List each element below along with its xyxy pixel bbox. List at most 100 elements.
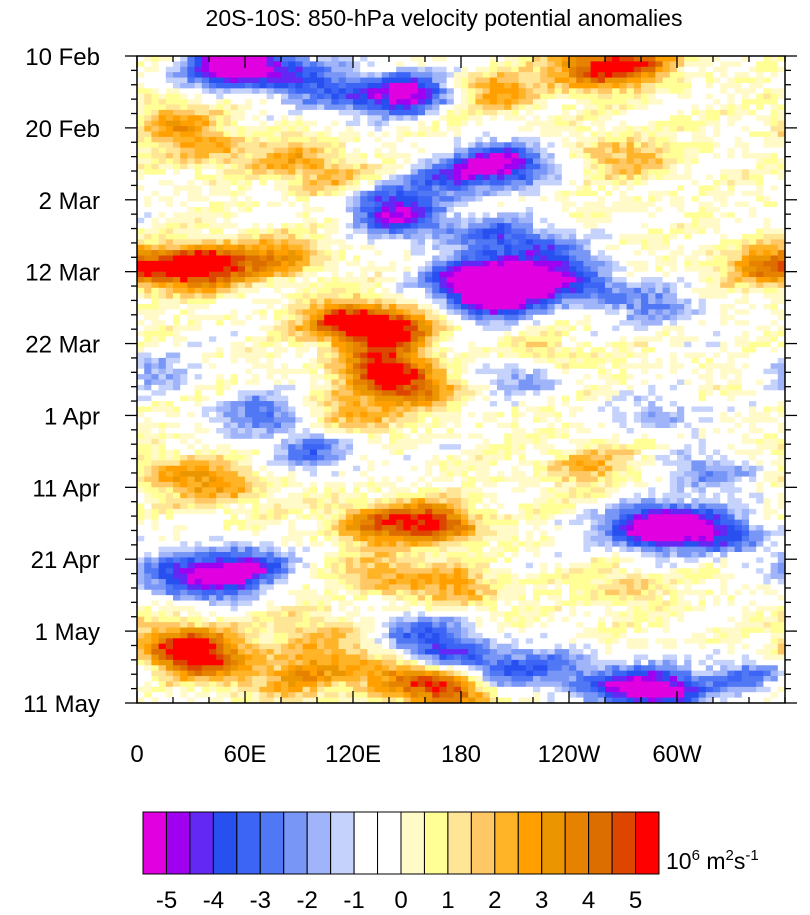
heat-cell xyxy=(576,217,584,224)
heat-cell xyxy=(137,228,145,235)
heat-cell xyxy=(461,304,469,311)
heat-cell xyxy=(252,180,260,186)
heat-cell xyxy=(302,180,311,186)
heat-cell xyxy=(684,201,692,208)
heat-cell xyxy=(331,309,340,316)
heat-cell xyxy=(540,223,548,230)
heat-cell xyxy=(713,185,721,192)
heat-cell xyxy=(504,212,512,219)
heat-cell xyxy=(497,72,505,79)
heat-cell xyxy=(691,93,700,100)
heat-cell xyxy=(446,120,455,127)
heat-cell xyxy=(525,212,534,219)
heat-cell xyxy=(446,347,455,354)
heat-cell xyxy=(489,341,498,348)
heat-cell xyxy=(381,201,390,208)
heat-cell xyxy=(511,287,520,294)
heat-cell xyxy=(144,201,152,208)
heat-cell xyxy=(612,298,620,305)
heat-cell xyxy=(180,131,188,138)
heat-cell xyxy=(677,260,685,267)
heat-cell xyxy=(504,174,512,181)
heat-cell xyxy=(194,158,203,165)
heat-cell xyxy=(597,277,606,284)
heat-cell xyxy=(201,158,210,165)
heat-cell xyxy=(187,287,196,294)
heat-cell xyxy=(446,136,455,143)
heat-cell xyxy=(569,260,577,267)
chart-title: 20S-10S: 850-hPa velocity potential anom… xyxy=(206,5,683,31)
heat-cell xyxy=(389,255,397,262)
heat-cell xyxy=(439,56,448,62)
heat-cell xyxy=(720,136,728,143)
heat-cell xyxy=(713,77,721,84)
heat-cell xyxy=(482,206,491,213)
heat-cell xyxy=(173,88,181,95)
heat-cell xyxy=(180,72,188,79)
heat-cell xyxy=(533,61,541,68)
heat-cell xyxy=(237,298,246,305)
heat-cell xyxy=(511,196,520,203)
heat-cell xyxy=(655,61,664,68)
heat-cell xyxy=(201,287,210,294)
heat-cell xyxy=(158,314,167,321)
heat-cell xyxy=(511,250,520,257)
heat-cell xyxy=(259,309,268,316)
heat-cell xyxy=(763,341,772,348)
heat-cell xyxy=(446,180,455,186)
heat-cell xyxy=(324,287,332,294)
heat-cell xyxy=(317,99,325,106)
heat-cell xyxy=(468,66,476,73)
heat-cell xyxy=(317,320,325,327)
heat-cell xyxy=(605,201,613,208)
heat-cell xyxy=(669,196,678,203)
heat-cell xyxy=(727,120,736,127)
heat-cell xyxy=(137,250,145,257)
heat-cell xyxy=(540,77,548,84)
heat-cell xyxy=(353,336,361,343)
heat-cell xyxy=(324,66,332,73)
heat-cell xyxy=(158,287,167,294)
heat-cell xyxy=(533,244,541,251)
heat-cell xyxy=(425,330,433,337)
heat-cell xyxy=(576,136,584,143)
heat-cell xyxy=(144,304,152,311)
heat-cell xyxy=(137,309,145,316)
heat-cell xyxy=(698,136,707,143)
heat-cell xyxy=(453,304,462,311)
heat-cell xyxy=(389,174,397,181)
heat-cell xyxy=(749,309,757,316)
heat-cell xyxy=(633,163,642,170)
heat-cell xyxy=(165,298,174,305)
heat-cell xyxy=(504,190,512,197)
heat-cell xyxy=(540,174,548,181)
heat-cell xyxy=(641,61,649,68)
heat-cell xyxy=(295,352,304,359)
heat-cell xyxy=(720,244,728,251)
heat-cell xyxy=(194,347,203,354)
heat-cell xyxy=(309,287,318,294)
heat-cell xyxy=(165,190,174,197)
heat-cell xyxy=(403,293,412,300)
heat-cell xyxy=(302,330,311,337)
heat-cell xyxy=(713,255,721,262)
heat-cell xyxy=(417,282,426,289)
heat-cell xyxy=(497,93,505,100)
heat-cell xyxy=(612,180,620,186)
heat-cell xyxy=(432,255,440,262)
heat-cell xyxy=(756,287,764,294)
heat-cell xyxy=(345,109,354,116)
heat-cell xyxy=(273,277,282,284)
heat-cell xyxy=(619,314,628,321)
heat-cell xyxy=(698,304,707,311)
heat-cell xyxy=(569,341,577,348)
heat-cell xyxy=(770,239,779,246)
heat-cell xyxy=(173,147,181,154)
heat-cell xyxy=(641,271,649,278)
heat-cell xyxy=(288,304,296,311)
heat-cell xyxy=(281,212,289,219)
heat-cell xyxy=(425,266,433,273)
heat-cell xyxy=(453,72,462,79)
heat-cell xyxy=(540,228,548,235)
heat-cell xyxy=(583,190,592,197)
